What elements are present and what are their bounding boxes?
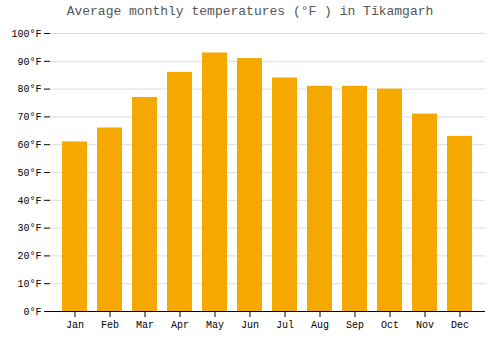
html-text:Average monthly temperatures (: Average monthly temperatures (°F ) in Tī…	[66, 4, 434, 19]
svg-text:Jan: Jan	[66, 320, 84, 331]
svg-text:Nov: Nov	[416, 320, 434, 331]
svg-text:Oct: Oct	[381, 320, 399, 331]
svg-text:May: May	[206, 320, 224, 331]
svg-text:Jun: Jun	[241, 320, 259, 331]
svg-text:Jul: Jul	[276, 320, 294, 331]
svg-text:Apr: Apr	[171, 320, 189, 331]
svg-text:20°F: 20°F	[17, 251, 41, 262]
svg-text:60°F: 60°F	[17, 140, 41, 151]
svg-text:70°F: 70°F	[17, 112, 41, 123]
svg-text:90°F: 90°F	[17, 57, 41, 68]
svg-text:40°F: 40°F	[17, 196, 41, 207]
svg-text:Aug: Aug	[311, 320, 329, 331]
svg-text:Sep: Sep	[346, 320, 364, 331]
svg-text:30°F: 30°F	[17, 223, 41, 234]
svg-text:10°F: 10°F	[17, 279, 41, 290]
svg-text:0°F: 0°F	[23, 307, 41, 318]
svg-text:100°F: 100°F	[11, 29, 41, 40]
svg-text:80°F: 80°F	[17, 84, 41, 95]
svg-text:Dec: Dec	[451, 320, 469, 331]
svg-text:Feb: Feb	[101, 320, 119, 331]
svg-text:50°F: 50°F	[17, 168, 41, 179]
svg-text:Mar: Mar	[136, 320, 154, 331]
